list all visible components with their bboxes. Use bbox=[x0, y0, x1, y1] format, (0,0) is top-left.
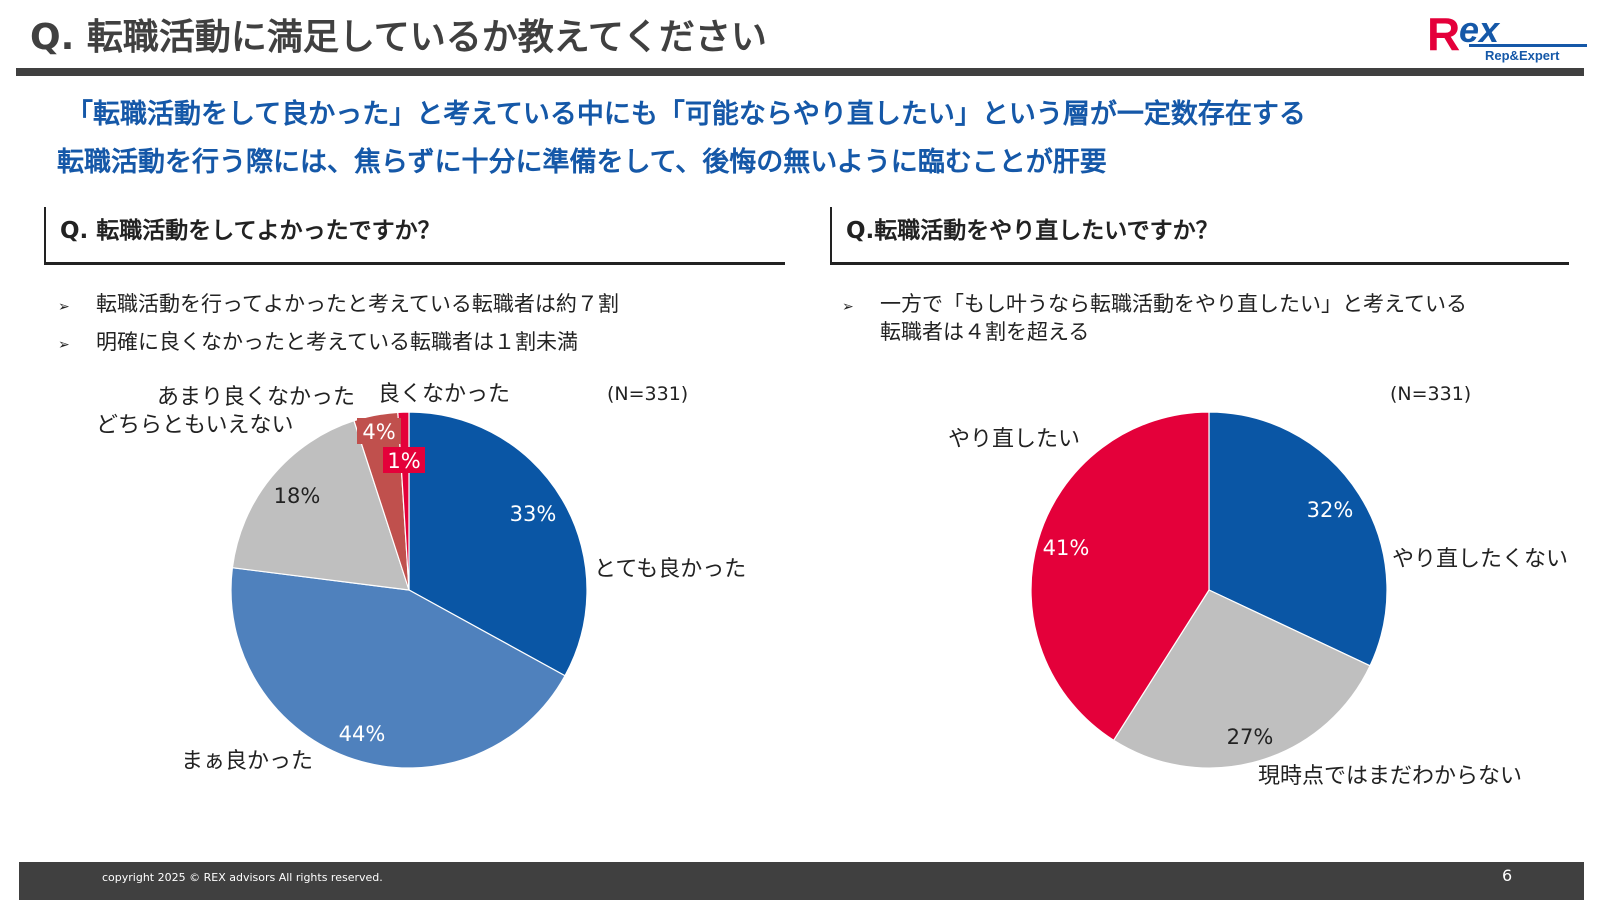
category-label: 良くなかった bbox=[378, 382, 510, 407]
bullet-text: 明確に良くなかったと考えている転職者は１割未満 bbox=[96, 330, 578, 354]
bullet-text: 一方で「もし叶うなら転職活動をやり直したい」と考えている bbox=[880, 292, 1467, 316]
pct-label: 27% bbox=[1227, 725, 1274, 749]
svg-text:ex: ex bbox=[1459, 9, 1501, 50]
category-label: 現時点ではまだわからない bbox=[1258, 764, 1522, 789]
question-box-left: Q. 転職活動をしてよかったですか？ bbox=[44, 207, 785, 265]
pct-label-bg bbox=[357, 418, 401, 444]
bullet-left-2: ➢ 明確に良くなかったと考えている転職者は１割未満 bbox=[58, 326, 578, 356]
bullet-left-1: ➢ 転職活動を行ってよかったと考えている転職者は約７割 bbox=[58, 288, 619, 318]
pct-label: 1% bbox=[387, 449, 420, 473]
subhead-line-1: 「転職活動をして良かった」と考えている中にも「可能ならやり直したい」という層が一… bbox=[66, 99, 1306, 130]
question-box-right: Q.転職活動をやり直したいですか？ bbox=[830, 207, 1569, 265]
bullet-text: 転職活動を行ってよかったと考えている転職者は約７割 bbox=[96, 292, 619, 316]
pct-label: 41% bbox=[1043, 536, 1090, 560]
arrow-bullet-icon: ➢ bbox=[842, 299, 854, 315]
pie-slice bbox=[230, 567, 566, 769]
pie-slice bbox=[231, 419, 410, 591]
bullet-right-1: ➢ 一方で「もし叶うなら転職活動をやり直したい」と考えている bbox=[842, 288, 1467, 318]
arrow-bullet-icon: ➢ bbox=[58, 299, 70, 315]
pct-label: 4% bbox=[362, 420, 395, 444]
bullet-right-1-cont: 転職者は４割を超える bbox=[880, 320, 1090, 344]
question-left: Q. 転職活動をしてよかったですか？ bbox=[60, 218, 441, 244]
title-rule bbox=[16, 68, 1584, 76]
sample-size-left: (N=331) bbox=[607, 383, 689, 405]
rex-logo: R ex Rep&Expert bbox=[1427, 8, 1587, 63]
pie-slice bbox=[1030, 411, 1210, 742]
copyright-text: copyright 2025 © REX advisors All rights… bbox=[102, 871, 383, 884]
pct-label-bg bbox=[383, 447, 425, 473]
category-label: やり直したい bbox=[948, 427, 1080, 452]
page-number: 6 bbox=[1502, 866, 1513, 885]
pct-label: 32% bbox=[1307, 498, 1354, 522]
pie-slice bbox=[1208, 411, 1388, 667]
question-right: Q.転職活動をやり直したいですか？ bbox=[846, 218, 1219, 244]
subhead-line-2: 転職活動を行う際には、焦らずに十分に準備をして、後悔の無いように臨むことが肝要 bbox=[57, 147, 1107, 178]
category-label: とても良かった bbox=[594, 557, 746, 582]
category-label: まぁ良かった bbox=[181, 749, 313, 774]
category-label: やり直したくない bbox=[1392, 547, 1568, 572]
sample-size-right: (N=331) bbox=[1390, 383, 1472, 405]
pct-label: 18% bbox=[274, 484, 321, 508]
pie-slice bbox=[1112, 589, 1371, 769]
svg-text:Rep&Expert: Rep&Expert bbox=[1485, 48, 1560, 63]
footer-bar bbox=[19, 862, 1584, 900]
category-label: どちらともいえない bbox=[96, 413, 294, 438]
pie-slice bbox=[408, 411, 588, 677]
page-title: Q. 転職活動に満足しているか教えてください bbox=[30, 17, 767, 58]
pct-label: 33% bbox=[510, 502, 557, 526]
pct-label: 44% bbox=[339, 722, 386, 746]
arrow-bullet-icon: ➢ bbox=[58, 337, 70, 353]
svg-text:R: R bbox=[1427, 8, 1460, 60]
category-label: あまり良くなかった bbox=[157, 385, 355, 410]
